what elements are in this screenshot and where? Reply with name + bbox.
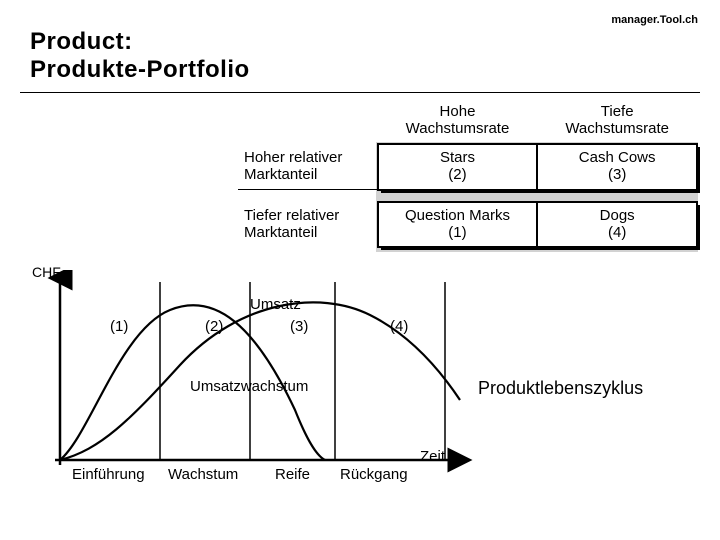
- row-header-1-l1: Hoher relativer: [244, 149, 342, 166]
- col-header-2: Tiefe Wachstumsrate: [537, 102, 697, 144]
- title-line-1: Product:: [30, 28, 133, 55]
- lifecycle-caption: Produktlebenszyklus: [478, 378, 643, 399]
- cell-stars: Stars (2): [378, 144, 538, 190]
- row-header-2-l2: Marktanteil: [244, 224, 317, 241]
- series-wachstum-label: Umsatzwachstum: [190, 378, 308, 395]
- title-underline: [20, 92, 700, 93]
- row-header-1: Hoher relativer Marktanteil: [238, 144, 378, 190]
- col-header-1-l2: Wachstumsrate: [406, 120, 510, 137]
- cell-qmarks-name: Question Marks: [405, 207, 510, 224]
- phase-label-4: Rückgang: [340, 466, 408, 483]
- title-line-2: Produkte-Portfolio: [30, 56, 250, 83]
- cell-dogs: Dogs (4): [537, 202, 697, 247]
- cell-cashcows-name: Cash Cows: [579, 149, 656, 166]
- col-header-2-l2: Wachstumsrate: [565, 120, 669, 137]
- phase-num-2: (2): [205, 318, 223, 335]
- phase-label-3: Reife: [275, 466, 310, 483]
- brand-label: manager.Tool.ch: [611, 14, 698, 26]
- cell-dogs-name: Dogs: [600, 207, 635, 224]
- series-umsatz-label: Umsatz: [250, 296, 301, 313]
- x-axis-label: Zeit: [420, 448, 445, 465]
- cell-qmarks-num: (1): [379, 225, 537, 242]
- col-header-1: Hohe Wachstumsrate: [378, 102, 538, 144]
- phase-label-2: Wachstum: [168, 466, 238, 483]
- bcg-matrix: Hohe Wachstumsrate Tiefe Wachstumsrate H…: [238, 102, 698, 248]
- phase-label-1: Einführung: [72, 466, 145, 483]
- phase-num-3: (3): [290, 318, 308, 335]
- cell-cashcows-num: (3): [538, 167, 696, 184]
- cell-cashcows: Cash Cows (3): [537, 144, 697, 190]
- col-header-2-l1: Tiefe: [601, 103, 634, 120]
- phase-num-4: (4): [390, 318, 408, 335]
- cell-dogs-num: (4): [538, 225, 696, 242]
- row-header-2: Tiefer relativer Marktanteil: [238, 202, 378, 247]
- page-title: Product: Produkte-Portfolio: [30, 28, 250, 83]
- phase-num-1: (1): [110, 318, 128, 335]
- cell-stars-num: (2): [379, 167, 537, 184]
- row-header-2-l1: Tiefer relativer: [244, 207, 339, 224]
- cell-stars-name: Stars: [440, 149, 475, 166]
- cell-qmarks: Question Marks (1): [378, 202, 538, 247]
- col-header-1-l1: Hohe: [440, 103, 476, 120]
- lifecycle-chart: CHF Umsatz Umsatzwachstum (1) (2) (3) (4…: [40, 270, 480, 520]
- row-header-1-l2: Marktanteil: [244, 166, 317, 183]
- matrix-table: Hohe Wachstumsrate Tiefe Wachstumsrate H…: [238, 102, 698, 248]
